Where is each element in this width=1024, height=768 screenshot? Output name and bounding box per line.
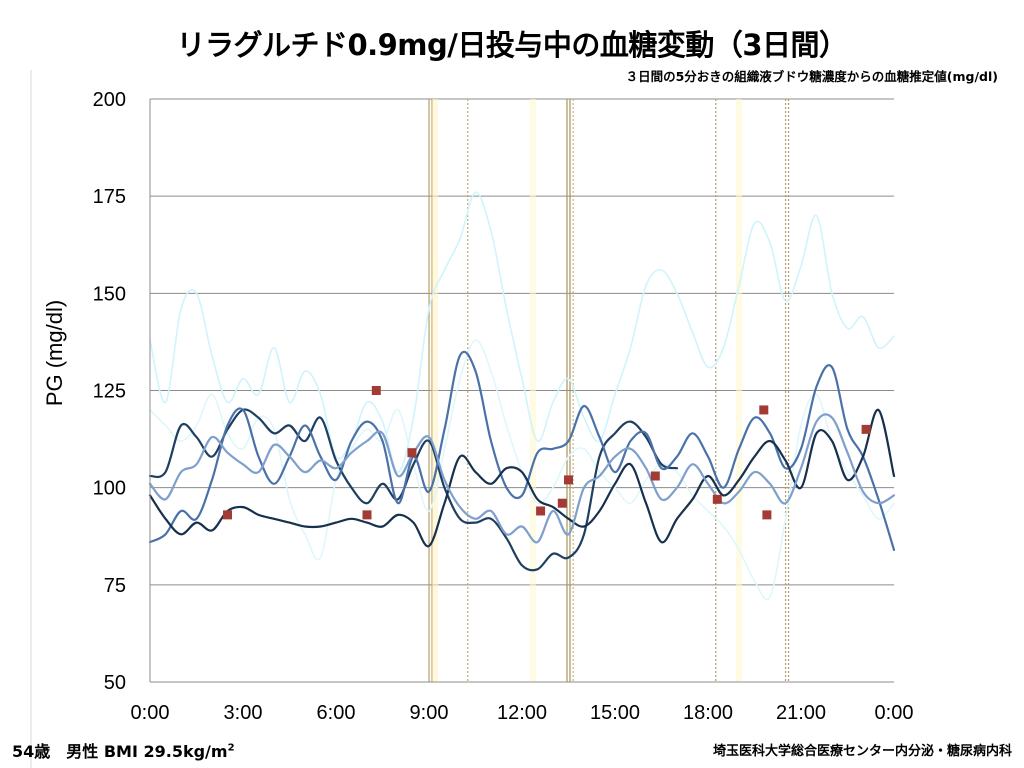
y-tick-50: 50 [104, 672, 126, 694]
grid-lines [150, 98, 894, 586]
y-tick-175: 175 [93, 186, 126, 208]
marker-point-0 [223, 510, 232, 520]
y-tick-200: 200 [93, 89, 126, 111]
marker-point-10 [762, 510, 772, 520]
patient-info: 54歳 男性 BMI 29.5kg/m2 [12, 738, 235, 762]
marker-point-7 [650, 471, 660, 481]
y-tick-100: 100 [93, 478, 126, 500]
x-tick-8: 0:00 [875, 702, 914, 724]
y-tick-labels: 50 75 100 125 150 175 200 [93, 89, 126, 694]
glucose-series-line-3 [148, 350, 896, 551]
x-tick-1: 3:00 [224, 702, 263, 724]
glucose-series-line-5 [148, 413, 896, 544]
marker-point-6 [564, 475, 573, 485]
x-tick-3: 9:00 [410, 702, 449, 724]
event-line-7 [736, 99, 742, 682]
marker-point-4 [536, 506, 546, 516]
x-tick-7: 21:00 [776, 702, 826, 724]
patient-info-superscript: 2 [227, 742, 235, 754]
marker-point-2 [371, 386, 381, 395]
y-axis-label: PG (mg/dl) [42, 300, 67, 406]
measurement-markers [223, 386, 871, 520]
y-tick-125: 125 [93, 381, 126, 403]
y-tick-75: 75 [104, 575, 126, 597]
glucose-series-line-4 [148, 408, 896, 548]
institution-label: 埼玉医科大学総合医療センター内分泌・糖尿病内科 [712, 744, 1012, 759]
x-tick-2: 6:00 [317, 702, 356, 724]
marker-point-5 [557, 498, 567, 508]
x-tick-0: 0:00 [131, 702, 170, 724]
y-tick-150: 150 [93, 283, 126, 305]
event-line-1 [432, 99, 439, 682]
glucose-series-line-2 [148, 408, 679, 572]
x-tick-5: 15:00 [590, 702, 640, 724]
glucose-series-line-0 [149, 191, 895, 473]
event-lines [428, 99, 790, 682]
marker-point-9 [759, 405, 769, 415]
marker-point-1 [362, 510, 372, 520]
x-tick-labels: 0:00 3:00 6:00 9:00 12:00 15:00 18:00 21:00 0:00 [131, 702, 914, 724]
x-tick-6: 18:00 [683, 702, 733, 724]
series-lines [148, 191, 896, 601]
x-tick-4: 12:00 [497, 702, 547, 724]
patient-info-text: 54歳 男性 BMI 29.5kg/m [12, 742, 228, 761]
chart-title: リラグルチド0.9mg/日投与中の血糖変動（3日間） [176, 28, 848, 62]
marker-point-3 [407, 448, 417, 458]
axes [30, 70, 894, 768]
marker-point-8 [712, 494, 722, 504]
marker-point-11 [861, 424, 871, 434]
event-line-3 [529, 99, 536, 682]
chart-subtitle: ３日間の5分おきの組織液ブドウ糖濃度からの血糖推定値(mg/dl) [625, 69, 998, 84]
